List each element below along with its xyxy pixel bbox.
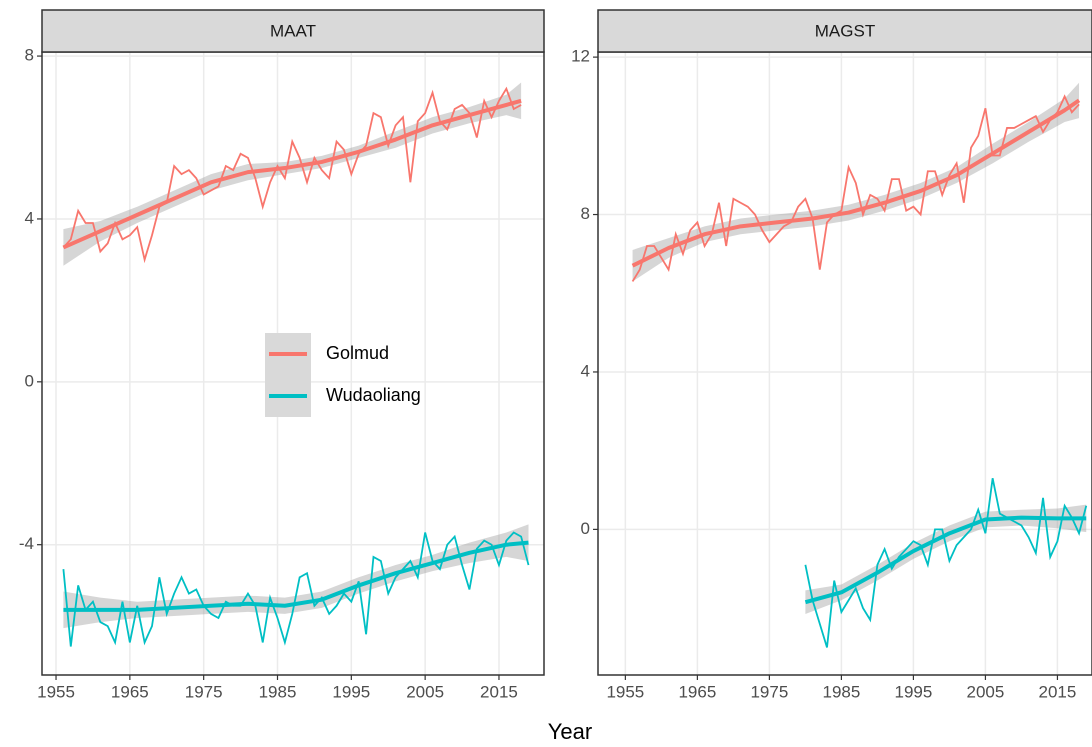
y-tick-label: 8 bbox=[581, 204, 590, 223]
x-axis-label: Year bbox=[548, 719, 592, 744]
confidence-band bbox=[632, 82, 1080, 282]
y-tick-label: 0 bbox=[581, 519, 590, 538]
x-tick-label: 1995 bbox=[894, 682, 932, 701]
x-tick-label: 1985 bbox=[822, 682, 860, 701]
trend-line bbox=[62, 98, 522, 250]
x-tick-label: 1955 bbox=[37, 682, 75, 701]
y-tick-label: 12 bbox=[571, 47, 590, 66]
y-tick-label: 4 bbox=[581, 361, 590, 380]
trend-line bbox=[631, 98, 1081, 268]
data-line bbox=[631, 94, 1080, 282]
x-tick-label: 1965 bbox=[678, 682, 716, 701]
y-tick-label: 8 bbox=[25, 46, 34, 65]
legend-label: Wudaoliang bbox=[326, 385, 421, 405]
facet-title: MAGST bbox=[815, 21, 875, 40]
data-line bbox=[62, 86, 522, 264]
x-tick-label: 1985 bbox=[259, 682, 297, 701]
x-tick-label: 1955 bbox=[606, 682, 644, 701]
legend-label: Golmud bbox=[326, 343, 389, 363]
trend-line bbox=[63, 540, 529, 612]
data-line bbox=[804, 478, 1088, 648]
x-tick-label: 2005 bbox=[967, 682, 1005, 701]
x-tick-label: 1975 bbox=[750, 682, 788, 701]
y-tick-label: 0 bbox=[25, 371, 34, 390]
x-tick-label: 1995 bbox=[332, 682, 370, 701]
facet-title: MAAT bbox=[270, 21, 316, 40]
x-tick-label: 2015 bbox=[1039, 682, 1077, 701]
panel-background bbox=[598, 52, 1092, 675]
x-tick-label: 1975 bbox=[185, 682, 223, 701]
data-line bbox=[62, 531, 530, 647]
y-tick-label: -4 bbox=[19, 534, 34, 553]
confidence-band bbox=[63, 82, 522, 266]
confidence-band bbox=[63, 524, 529, 629]
x-tick-label: 2015 bbox=[480, 682, 518, 701]
y-tick-label: 4 bbox=[25, 208, 34, 227]
confidence-band bbox=[805, 504, 1087, 614]
x-tick-label: 1965 bbox=[111, 682, 149, 701]
facet-strip bbox=[597, 9, 1092, 53]
trend-line bbox=[804, 515, 1087, 605]
facet-strip bbox=[41, 9, 545, 53]
x-tick-label: 2005 bbox=[406, 682, 444, 701]
